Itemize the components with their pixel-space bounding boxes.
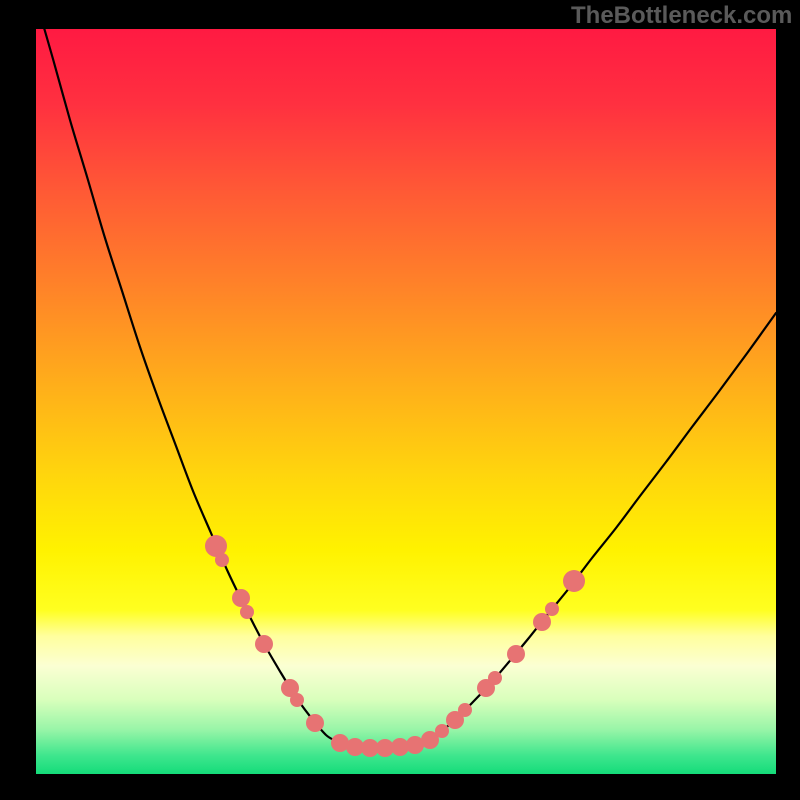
- data-marker: [545, 602, 559, 616]
- marker-layer: [0, 0, 800, 800]
- data-marker: [563, 570, 585, 592]
- data-marker: [215, 553, 229, 567]
- watermark-text: TheBottleneck.com: [571, 2, 792, 30]
- data-marker: [435, 724, 449, 738]
- chart-container: TheBottleneck.com: [0, 0, 800, 800]
- data-marker: [458, 703, 472, 717]
- data-marker: [290, 693, 304, 707]
- data-marker: [488, 671, 502, 685]
- data-marker: [306, 714, 324, 732]
- data-marker: [533, 613, 551, 631]
- data-marker: [507, 645, 525, 663]
- data-marker: [232, 589, 250, 607]
- data-marker: [240, 605, 254, 619]
- data-marker: [255, 635, 273, 653]
